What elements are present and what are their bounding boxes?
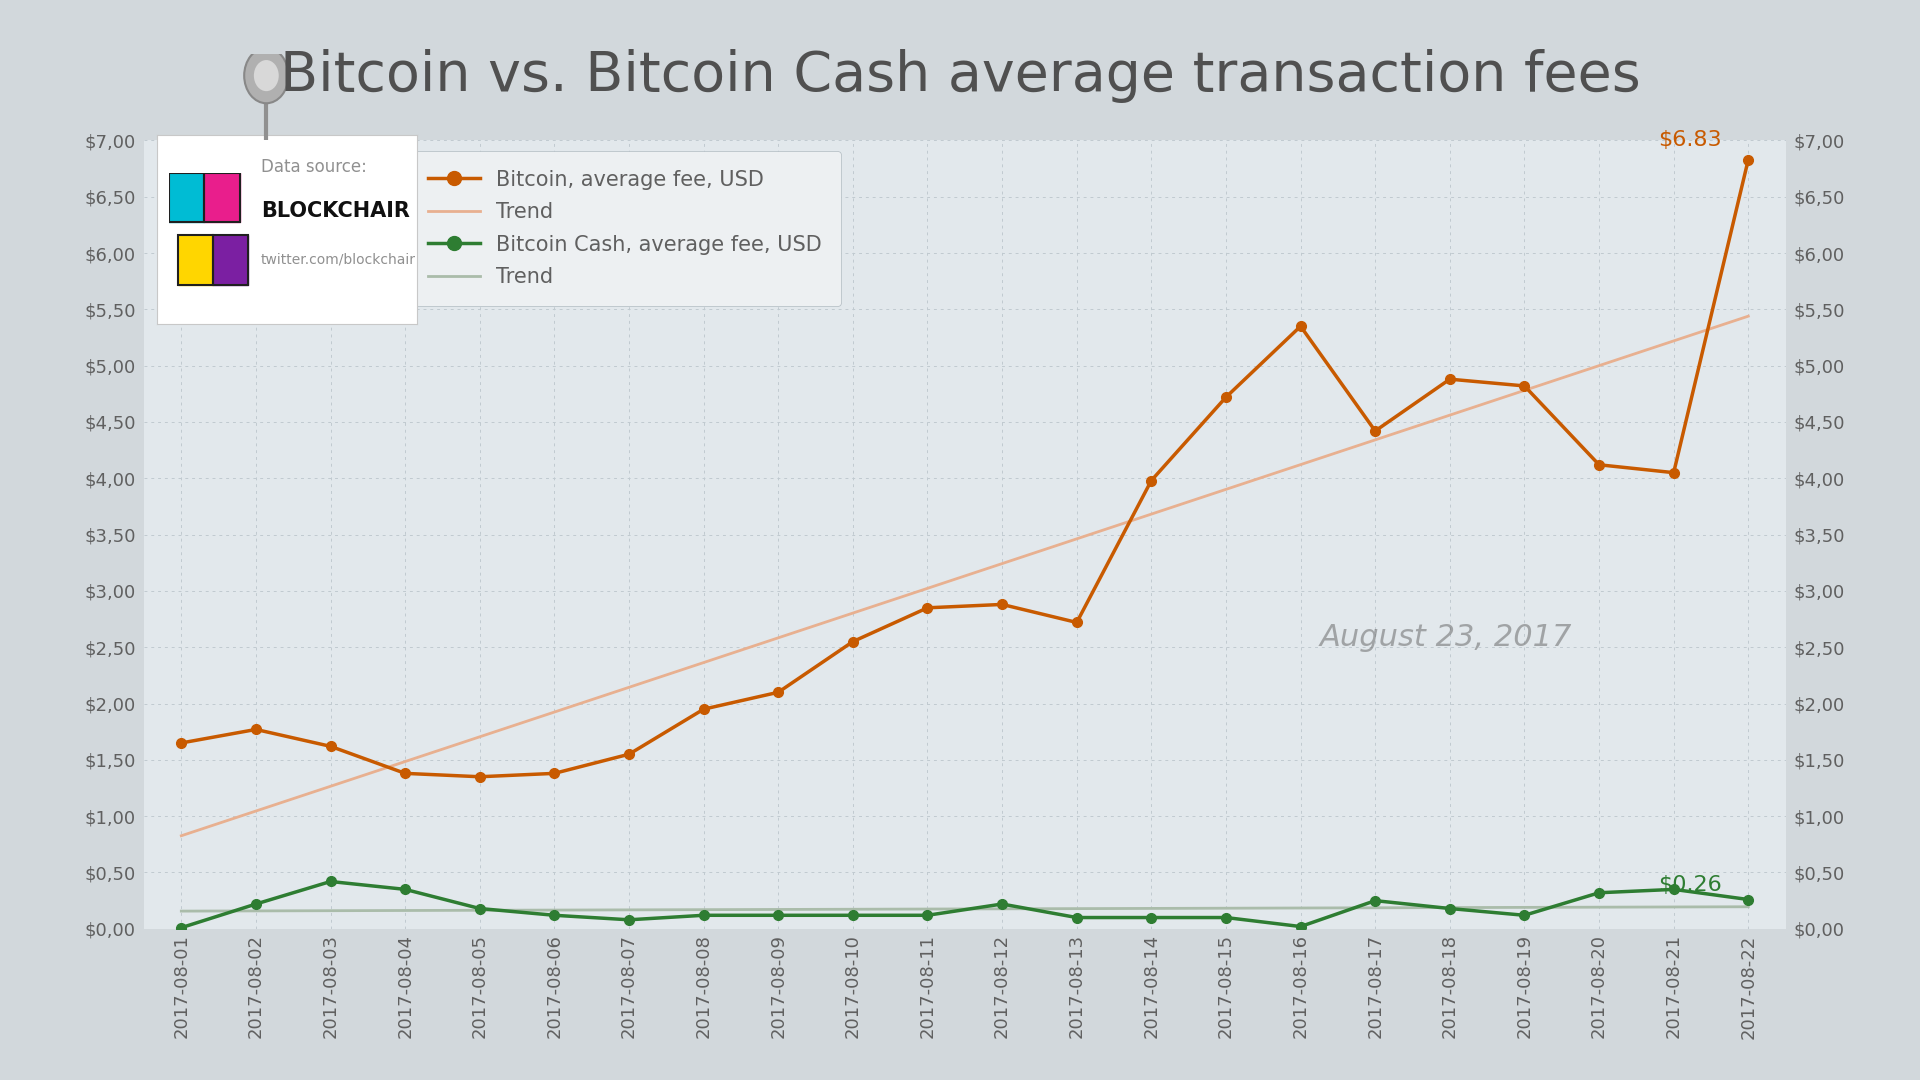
Polygon shape <box>213 234 248 284</box>
Polygon shape <box>169 173 204 222</box>
Text: twitter.com/blockchair: twitter.com/blockchair <box>261 252 417 266</box>
Text: $0.26: $0.26 <box>1659 875 1722 895</box>
Circle shape <box>253 60 278 91</box>
Text: $6.83: $6.83 <box>1659 130 1722 150</box>
Text: August 23, 2017: August 23, 2017 <box>1319 622 1572 651</box>
Text: Bitcoin vs. Bitcoin Cash average transaction fees: Bitcoin vs. Bitcoin Cash average transac… <box>280 49 1640 103</box>
Polygon shape <box>179 234 213 284</box>
Text: Data source:: Data source: <box>261 158 367 176</box>
Text: BLOCKCHAIR: BLOCKCHAIR <box>261 201 411 221</box>
Polygon shape <box>204 173 240 222</box>
Legend: Bitcoin, average fee, USD, Trend, Bitcoin Cash, average fee, USD, Trend: Bitcoin, average fee, USD, Trend, Bitcoi… <box>409 151 841 306</box>
Circle shape <box>244 48 288 104</box>
